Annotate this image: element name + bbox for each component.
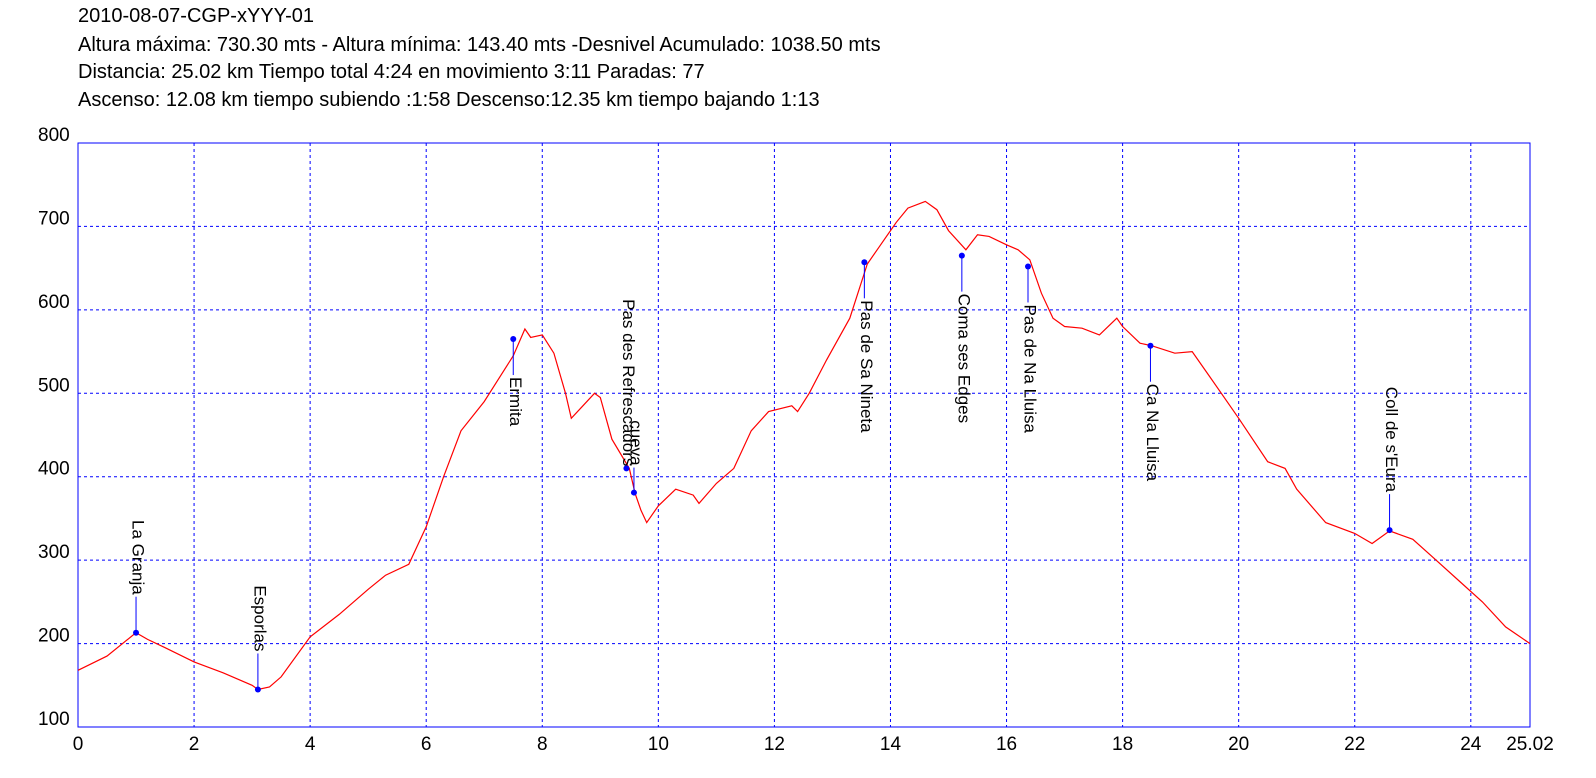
x-tick-label: 12 — [764, 734, 785, 755]
x-tick-label: 20 — [1228, 734, 1249, 755]
waypoint-marker — [958, 252, 965, 259]
elevation-line — [77, 200, 1531, 691]
waypoint-marker — [254, 686, 261, 693]
x-tick-label: 22 — [1344, 734, 1365, 755]
y-tick-label: 600 — [38, 292, 70, 313]
waypoint-marker — [1386, 527, 1393, 534]
x-tick-label: 16 — [996, 734, 1017, 755]
waypoint-marker — [861, 259, 868, 266]
y-tick-label: 400 — [38, 459, 70, 480]
annotation-label: Pas de Na Lluisa — [1021, 304, 1040, 433]
x-tick-label: 2 — [189, 734, 200, 755]
annotation-label: Coll de s'Eura — [1382, 387, 1401, 493]
waypoint-marker — [623, 465, 630, 472]
waypoint-marker — [1147, 342, 1154, 349]
x-tick-label: 4 — [305, 734, 316, 755]
x-tick-label: 18 — [1112, 734, 1133, 755]
x-tick-label: 8 — [537, 734, 548, 755]
chart-subtitle: Altura máxima: 730.30 mts - Altura mínim… — [78, 34, 881, 56]
annotation-label: Pas des Refrescadors — [619, 299, 638, 466]
chart-subtitle: Distancia: 25.02 km Tiempo total 4:24 en… — [78, 61, 705, 83]
waypoint-marker — [630, 489, 637, 496]
plot-frame — [77, 142, 1531, 728]
x-tick-label: 10 — [648, 734, 669, 755]
annotation-label: La Granja — [129, 520, 148, 595]
annotation-label: Ca Na Lluisa — [1143, 384, 1162, 482]
annotation-label: Pas de Sa Nineta — [857, 300, 876, 433]
x-tick-label: 6 — [421, 734, 432, 755]
y-tick-label: 500 — [38, 375, 70, 396]
y-tick-label: 100 — [38, 709, 70, 730]
y-tick-label: 700 — [38, 208, 70, 229]
chart-title: 2010-08-07-CGP-xYYY-01 — [78, 5, 314, 27]
x-tick-label: 0 — [73, 734, 84, 755]
x-tick-label: 24 — [1460, 734, 1482, 755]
y-tick-label: 300 — [38, 542, 70, 563]
x-tick-label: 14 — [880, 734, 902, 755]
annotation-label: Ermita — [506, 377, 525, 427]
waypoint-marker — [1025, 263, 1032, 270]
annotation-label: Coma ses Edges — [954, 294, 973, 423]
waypoint-marker — [510, 336, 517, 343]
annotation-label: Esporlas — [250, 585, 269, 651]
y-tick-label: 200 — [38, 626, 70, 647]
annotation-label: cueva — [626, 420, 645, 466]
x-tick-label: 25.02 — [1506, 734, 1554, 755]
waypoint-marker — [133, 629, 140, 636]
y-tick-label: 800 — [38, 125, 70, 146]
chart-subtitle: Ascenso: 12.08 km tiempo subiendo :1:58 … — [78, 89, 820, 111]
